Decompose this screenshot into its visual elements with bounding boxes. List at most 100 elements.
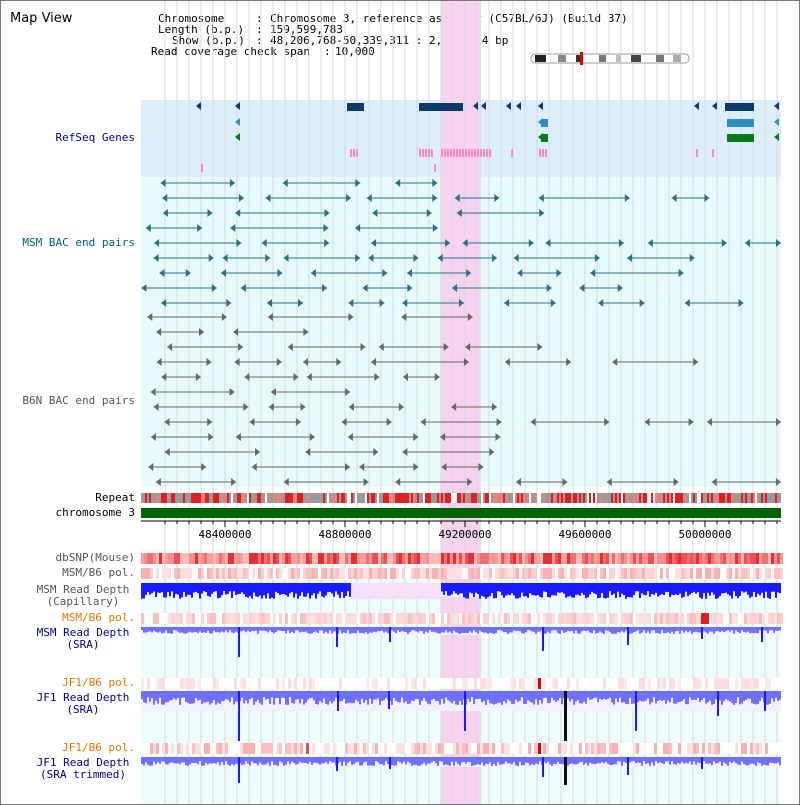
jf1-b6-pol-strip bbox=[774, 678, 777, 689]
track-label-msm-depth-sra[interactable]: MSM Read Depth (SRA) bbox=[26, 627, 140, 651]
jf1-sra-depth-bar bbox=[165, 691, 167, 703]
track-label-msm-bac[interactable]: MSM BAC end pairs bbox=[22, 236, 135, 249]
msm-b6-pol-strip bbox=[366, 613, 369, 624]
msm-capillary-depth-bar bbox=[511, 583, 513, 594]
pair-end-marker bbox=[265, 254, 271, 262]
jf1-trimmed-depth-bar bbox=[157, 757, 159, 763]
jf1-sra-depth-bar bbox=[719, 691, 721, 701]
jf1-trimmed-depth-bar bbox=[445, 757, 447, 765]
msm-capillary-depth-bar bbox=[681, 583, 683, 598]
msm-sra-depth-bar bbox=[457, 627, 459, 634]
msm-sra-depth-bar bbox=[277, 627, 279, 631]
dbsnp-strip bbox=[660, 553, 663, 564]
jf1-sra-depth-bar bbox=[737, 691, 739, 698]
msm-b6-pol-strip bbox=[522, 613, 525, 624]
jf1-b6-pol-strip bbox=[771, 678, 774, 689]
jf1-b6-pol-strip bbox=[312, 678, 315, 689]
msm-sra-depth-bar bbox=[447, 627, 449, 633]
msm-b6-pol-strip bbox=[546, 568, 549, 579]
jf1-trimmed-depth-bar bbox=[461, 757, 463, 763]
track-label-repeat[interactable]: Repeat bbox=[95, 491, 135, 504]
msm-b6-pol-strip bbox=[642, 613, 645, 624]
msm-b6-pol-strip bbox=[630, 613, 633, 624]
track-label-msm-b6-pol-1[interactable]: MSM/B6 pol. bbox=[62, 566, 135, 579]
track-label-jf1-depth-trimmed[interactable]: JF1 Read Depth (SRA trimmed) bbox=[26, 757, 140, 781]
msm-b6-pol-strip bbox=[720, 568, 723, 579]
repeat-segment bbox=[161, 493, 163, 503]
msm-sra-depth-bar bbox=[491, 627, 493, 634]
exon-mark bbox=[459, 149, 461, 157]
jf1-b6-pol-strip bbox=[630, 743, 633, 754]
msm-b6-pol-strip bbox=[513, 613, 516, 624]
exon-mark bbox=[356, 149, 358, 157]
msm-b6-pol-strip bbox=[153, 613, 156, 624]
repeat-segment bbox=[637, 493, 639, 503]
msm-sra-depth-bar bbox=[453, 627, 455, 631]
jf1-b6-pol-strip bbox=[762, 678, 765, 689]
jf1-trimmed-depth-bar bbox=[201, 757, 203, 766]
dbsnp-strip bbox=[327, 553, 330, 564]
msm-b6-pol-strip bbox=[303, 568, 306, 579]
msm-capillary-depth-bar bbox=[751, 583, 753, 597]
msm-sra-depth-bar bbox=[339, 627, 341, 631]
pair-end-marker bbox=[647, 239, 653, 247]
msm-b6-pol-strip bbox=[672, 568, 675, 579]
jf1-trimmed-depth-bar bbox=[489, 757, 491, 763]
track-label-jf1-b6-pol-2[interactable]: JF1/B6 pol. bbox=[62, 741, 135, 754]
jf1-b6-pol-strip bbox=[498, 743, 501, 754]
pair-end-marker bbox=[402, 448, 408, 456]
jf1-trimmed-depth-bar bbox=[733, 757, 735, 762]
msm-capillary-depth-bar bbox=[705, 583, 707, 599]
msm-b6-pol-strip bbox=[381, 568, 384, 579]
jf1-b6-pol-strip bbox=[747, 743, 750, 754]
msm-sra-depth-bar bbox=[613, 627, 615, 634]
jf1-sra-depth-bar bbox=[211, 691, 213, 703]
repeat-segment bbox=[451, 493, 453, 503]
jf1-sra-depth-bar bbox=[531, 691, 533, 703]
pair-end-marker bbox=[164, 418, 170, 426]
gene-block bbox=[419, 103, 463, 111]
pair-end-marker bbox=[539, 209, 545, 217]
jf1-sra-depth-bar bbox=[573, 691, 575, 705]
jf1-b6-pol-strip bbox=[657, 678, 660, 689]
track-label-b6n-bac[interactable]: B6N BAC end pairs bbox=[22, 394, 135, 407]
msm-capillary-depth-bar bbox=[507, 583, 509, 595]
jf1-trimmed-depth-bar bbox=[521, 757, 523, 766]
msm-b6-pol-strip bbox=[282, 568, 285, 579]
jf1-sra-depth-bar bbox=[335, 691, 337, 698]
repeat-segment bbox=[287, 493, 289, 503]
msm-b6-pol-strip bbox=[543, 613, 546, 624]
repeat-segment bbox=[487, 493, 489, 503]
jf1-b6-pol-strip bbox=[582, 743, 585, 754]
msm-capillary-depth-bar bbox=[473, 583, 475, 597]
msm-capillary-depth-bar bbox=[243, 583, 245, 595]
track-label-jf1-depth-sra[interactable]: JF1 Read Depth (SRA) bbox=[26, 692, 140, 716]
track-label-dbsnp[interactable]: dbSNP(Mouse) bbox=[55, 551, 135, 564]
track-label-jf1-b6-pol-1[interactable]: JF1/B6 pol. bbox=[62, 676, 135, 689]
msm-b6-pol-strip bbox=[498, 613, 501, 624]
jf1-trimmed-depth-bar bbox=[267, 757, 269, 763]
jf1-sra-depth-bar bbox=[695, 691, 697, 700]
pair-end-marker bbox=[283, 254, 289, 262]
jf1-trimmed-depth-bar bbox=[675, 757, 677, 765]
track-label-msm-b6-pol-2[interactable]: MSM/B6 pol. bbox=[62, 611, 135, 624]
pair-end-marker bbox=[546, 284, 552, 292]
msm-capillary-depth-bar bbox=[261, 583, 263, 599]
pair-end-marker bbox=[226, 299, 232, 307]
jf1-sra-depth-bar bbox=[417, 691, 419, 700]
msm-capillary-depth-bar bbox=[493, 583, 495, 599]
dbsnp-strip bbox=[477, 553, 480, 564]
jf1-trimmed-depth-bar bbox=[507, 757, 509, 764]
refseq-genes-track bbox=[196, 102, 779, 172]
pair-end-marker bbox=[150, 388, 156, 396]
jf1-b6-pol-strip bbox=[300, 678, 303, 689]
msm-capillary-depth-bar bbox=[271, 583, 273, 598]
track-label-msm-depth-capillary[interactable]: MSM Read Depth (Capillary) bbox=[26, 584, 140, 608]
msm-sra-depth-bar bbox=[261, 627, 263, 631]
jf1-trimmed-depth-bar bbox=[349, 757, 351, 762]
msm-sra-depth-bar bbox=[343, 627, 345, 633]
track-label-refseq[interactable]: RefSeq Genes bbox=[55, 131, 135, 144]
msm-capillary-depth-bar bbox=[147, 583, 149, 593]
msm-sra-depth-bar bbox=[779, 627, 781, 631]
